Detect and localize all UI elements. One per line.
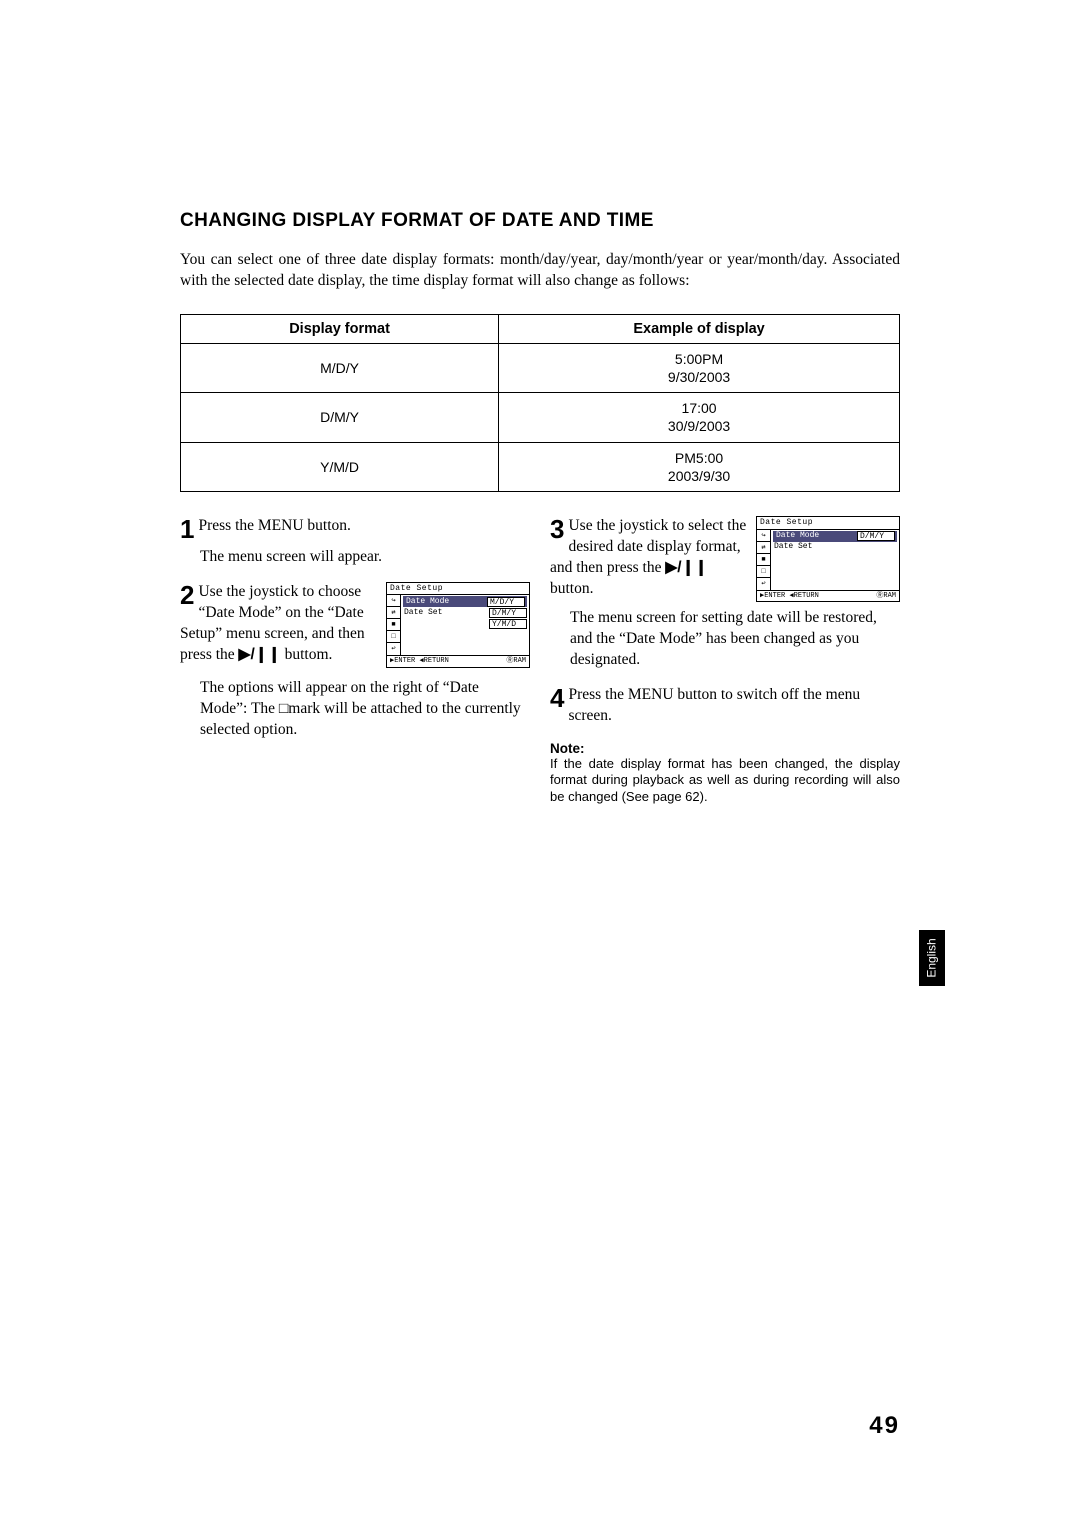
table-cell-format: D/M/Y (181, 393, 499, 442)
play-pause-icon: ▶/❙❙ (239, 646, 281, 663)
step-result: The menu screen will appear. (200, 547, 530, 568)
table-cell-example: 5:00PM9/30/2003 (499, 343, 900, 392)
table-row: Y/M/DPM5:002003/9/30 (181, 442, 900, 491)
step-text: Press the MENU button to switch off the … (568, 686, 860, 724)
right-column: 3 Use the joystick to select the desired… (550, 516, 900, 806)
step-number: 4 (550, 685, 564, 711)
step-result: The menu screen for setting date will be… (570, 608, 900, 671)
table-header-format: Display format (181, 314, 499, 343)
step-1: 1 Press the MENU button. The menu screen… (180, 516, 530, 568)
note-heading: Note: (550, 741, 900, 756)
step-4: 4 Press the MENU button to switch off th… (550, 685, 900, 727)
language-tab: English (919, 930, 945, 986)
lcd-screenshot-step2: Date Setup↪⇄■□↩Date ModeM/D/YDate SetD/M… (386, 582, 530, 668)
step-2: 2 Use the joystick to choose “Date Mode”… (180, 582, 530, 741)
play-pause-icon: ▶/❙❙ (665, 559, 707, 576)
manual-page: CHANGING DISPLAY FORMAT OF DATE AND TIME… (0, 0, 1080, 1528)
lcd-screenshot-step3: Date Setup↪⇄■□↩Date ModeD/M/YDate Set▶EN… (756, 516, 900, 602)
step-3: 3 Use the joystick to select the desired… (550, 516, 900, 671)
step-number: 2 (180, 582, 194, 608)
table-header-example: Example of display (499, 314, 900, 343)
table-cell-format: Y/M/D (181, 442, 499, 491)
table-row: M/D/Y5:00PM9/30/2003 (181, 343, 900, 392)
table-row: D/M/Y17:0030/9/2003 (181, 393, 900, 442)
two-column-layout: 1 Press the MENU button. The menu screen… (180, 516, 900, 806)
section-heading: CHANGING DISPLAY FORMAT OF DATE AND TIME (180, 210, 900, 232)
table-cell-example: PM5:002003/9/30 (499, 442, 900, 491)
note-body: If the date display format has been chan… (550, 756, 900, 807)
step-text: Use the joystick to select the desired d… (550, 517, 746, 597)
page-number: 49 (869, 1412, 900, 1440)
step-text: Use the joystick to choose “Date Mode” o… (180, 583, 365, 663)
table-cell-example: 17:0030/9/2003 (499, 393, 900, 442)
intro-paragraph: You can select one of three date display… (180, 250, 900, 292)
step-result: The options will appear on the right of … (200, 678, 530, 741)
table-cell-format: M/D/Y (181, 343, 499, 392)
step-number: 1 (180, 516, 194, 542)
left-column: 1 Press the MENU button. The menu screen… (180, 516, 530, 806)
format-table: Display format Example of display M/D/Y5… (180, 314, 900, 492)
step-number: 3 (550, 516, 564, 542)
step-text: Press the MENU button. (198, 517, 350, 534)
